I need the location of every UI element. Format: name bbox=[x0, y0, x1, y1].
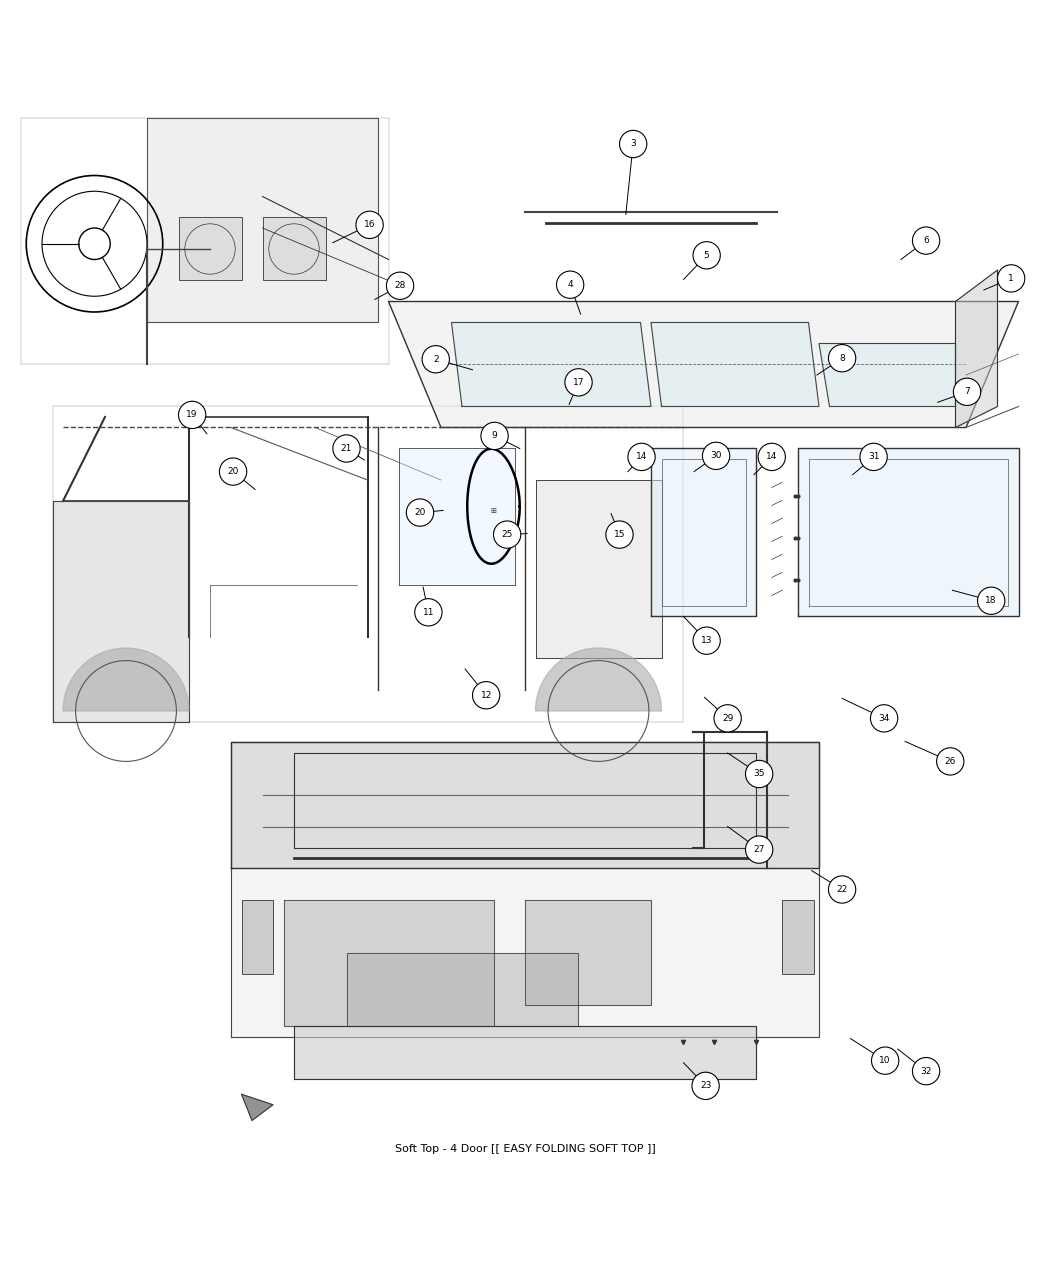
Polygon shape bbox=[452, 323, 651, 407]
Polygon shape bbox=[231, 742, 819, 1037]
Circle shape bbox=[714, 705, 741, 732]
Circle shape bbox=[178, 402, 206, 428]
Text: 34: 34 bbox=[879, 714, 889, 723]
Circle shape bbox=[415, 599, 442, 626]
Text: 19: 19 bbox=[187, 411, 197, 419]
Text: 22: 22 bbox=[837, 885, 847, 894]
Circle shape bbox=[746, 760, 773, 788]
Circle shape bbox=[860, 444, 887, 470]
Polygon shape bbox=[294, 1026, 756, 1079]
Text: 14: 14 bbox=[636, 453, 647, 462]
Text: 16: 16 bbox=[364, 221, 375, 230]
Polygon shape bbox=[536, 479, 662, 658]
Circle shape bbox=[356, 212, 383, 238]
Circle shape bbox=[693, 627, 720, 654]
Circle shape bbox=[386, 272, 414, 300]
Text: 3: 3 bbox=[630, 139, 636, 148]
Circle shape bbox=[702, 442, 730, 469]
Text: 20: 20 bbox=[415, 507, 425, 518]
Polygon shape bbox=[536, 648, 662, 711]
Text: Soft Top - 4 Door [[ EASY FOLDING SOFT TOP ]]: Soft Top - 4 Door [[ EASY FOLDING SOFT T… bbox=[395, 1144, 655, 1154]
Polygon shape bbox=[284, 900, 493, 1026]
Circle shape bbox=[998, 265, 1025, 292]
Circle shape bbox=[828, 344, 856, 372]
Text: 13: 13 bbox=[701, 636, 712, 645]
Circle shape bbox=[953, 379, 981, 405]
Text: 26: 26 bbox=[945, 757, 956, 766]
Text: 7: 7 bbox=[964, 388, 970, 397]
Text: 15: 15 bbox=[614, 530, 625, 539]
Circle shape bbox=[422, 346, 449, 372]
Polygon shape bbox=[651, 449, 756, 617]
Text: 12: 12 bbox=[481, 691, 491, 700]
Text: 10: 10 bbox=[880, 1056, 890, 1065]
Bar bbox=[262, 218, 326, 280]
Circle shape bbox=[937, 747, 964, 775]
Text: 35: 35 bbox=[754, 770, 764, 779]
Text: 17: 17 bbox=[573, 377, 584, 386]
Circle shape bbox=[758, 444, 785, 470]
Polygon shape bbox=[52, 501, 189, 722]
Circle shape bbox=[872, 1047, 899, 1075]
Text: 30: 30 bbox=[711, 451, 721, 460]
Circle shape bbox=[628, 444, 655, 470]
Circle shape bbox=[912, 227, 940, 254]
Polygon shape bbox=[346, 952, 578, 1026]
Text: 14: 14 bbox=[766, 453, 777, 462]
Circle shape bbox=[406, 499, 434, 527]
Polygon shape bbox=[819, 343, 956, 407]
Circle shape bbox=[693, 242, 720, 269]
Text: 29: 29 bbox=[722, 714, 733, 723]
Bar bbox=[782, 900, 814, 974]
Text: 5: 5 bbox=[704, 251, 710, 260]
Circle shape bbox=[494, 521, 521, 548]
Bar bbox=[242, 900, 273, 974]
Text: 28: 28 bbox=[395, 282, 405, 291]
Text: 18: 18 bbox=[986, 597, 996, 606]
Text: 6: 6 bbox=[923, 236, 929, 245]
Text: 23: 23 bbox=[700, 1081, 711, 1090]
Circle shape bbox=[472, 682, 500, 709]
Polygon shape bbox=[242, 1094, 273, 1121]
Circle shape bbox=[606, 521, 633, 548]
Circle shape bbox=[565, 368, 592, 397]
Text: 4: 4 bbox=[567, 280, 573, 289]
Text: 21: 21 bbox=[341, 444, 352, 453]
Polygon shape bbox=[956, 270, 997, 427]
Polygon shape bbox=[63, 648, 189, 711]
Text: 32: 32 bbox=[921, 1067, 931, 1076]
Text: 8: 8 bbox=[839, 353, 845, 362]
Circle shape bbox=[556, 272, 584, 298]
Circle shape bbox=[333, 435, 360, 462]
Polygon shape bbox=[388, 301, 1018, 427]
Polygon shape bbox=[399, 449, 514, 585]
Text: 20: 20 bbox=[228, 467, 238, 476]
Bar bbox=[178, 218, 242, 280]
Circle shape bbox=[978, 586, 1005, 615]
Text: ⊞: ⊞ bbox=[490, 509, 497, 515]
Polygon shape bbox=[231, 742, 819, 868]
Circle shape bbox=[692, 1072, 719, 1099]
Circle shape bbox=[870, 705, 898, 732]
Polygon shape bbox=[798, 449, 1018, 617]
Circle shape bbox=[828, 876, 856, 903]
Polygon shape bbox=[147, 117, 378, 323]
Polygon shape bbox=[525, 900, 651, 1005]
Circle shape bbox=[219, 458, 247, 486]
Text: 27: 27 bbox=[754, 845, 764, 854]
Circle shape bbox=[620, 130, 647, 158]
Text: 25: 25 bbox=[502, 530, 512, 539]
Circle shape bbox=[912, 1057, 940, 1085]
Text: 11: 11 bbox=[423, 608, 434, 617]
Text: 1: 1 bbox=[1008, 274, 1014, 283]
Circle shape bbox=[481, 422, 508, 450]
Circle shape bbox=[746, 836, 773, 863]
Text: 9: 9 bbox=[491, 431, 498, 440]
Polygon shape bbox=[651, 323, 819, 407]
Text: 2: 2 bbox=[433, 354, 439, 363]
Text: 31: 31 bbox=[868, 453, 879, 462]
